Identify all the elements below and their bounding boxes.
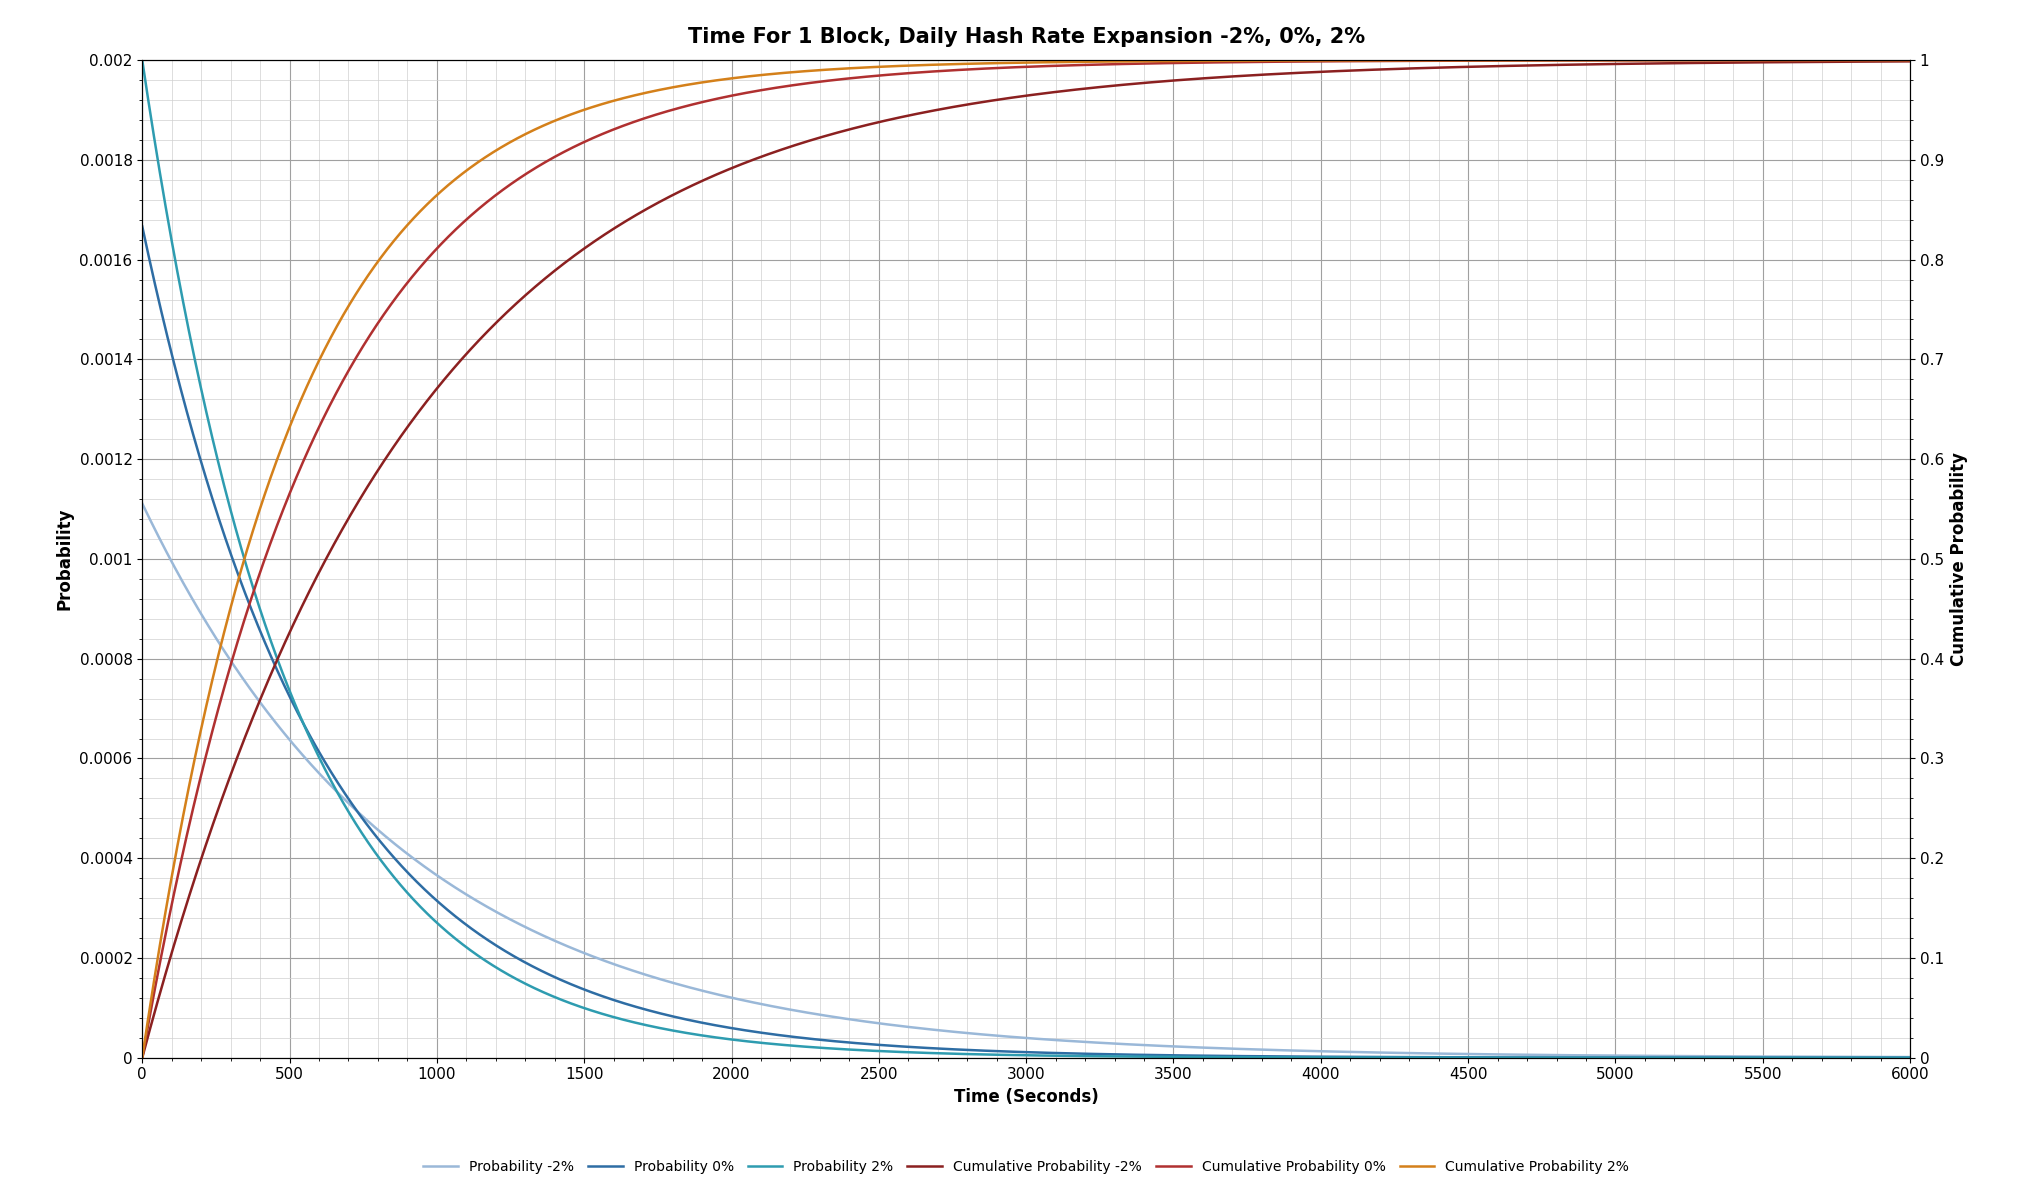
Cumulative Probability 0% (130, 1051, 154, 1065)
Cumulative Probability 0% (203, 713, 228, 727)
Line: Cumulative Probability 2%: Cumulative Probability 2% (142, 60, 1910, 1058)
Probability 0% (478, 934, 502, 948)
Y-axis label: Probability: Probability (55, 507, 73, 611)
Probability 0% (1898, 1051, 1922, 1065)
Probability -2% (994, 1029, 1018, 1043)
Cumulative Probability -2% (138, 1020, 163, 1035)
Cumulative Probability 2% (478, 148, 502, 162)
Line: Probability 2%: Probability 2% (142, 60, 1910, 1058)
Probability 0% (138, 256, 163, 270)
Cumulative Probability -2% (994, 91, 1018, 106)
Line: Cumulative Probability -2%: Cumulative Probability -2% (142, 61, 1910, 1058)
Probability 2% (203, 444, 228, 458)
Probability -2% (130, 496, 154, 511)
Cumulative Probability 2% (236, 540, 260, 554)
Cumulative Probability 2% (994, 55, 1018, 70)
Cumulative Probability 2% (138, 998, 163, 1012)
Title: Time For 1 Block, Daily Hash Rate Expansion -2%, 0%, 2%: Time For 1 Block, Daily Hash Rate Expans… (687, 28, 1366, 47)
Probability 2% (1804, 1051, 1829, 1065)
X-axis label: Time (Seconds): Time (Seconds) (953, 1088, 1099, 1106)
Probability -2% (1898, 1049, 1922, 1064)
Legend: Probability -2%, Probability 0%, Probability 2%, Cumulative Probability -2%, Cum: Probability -2%, Probability 0%, Probabi… (417, 1154, 1636, 1179)
Probability 2% (994, 1048, 1018, 1063)
Probability 0% (203, 501, 228, 516)
Cumulative Probability 0% (236, 601, 260, 615)
Cumulative Probability 2% (130, 1051, 154, 1065)
Probability 2% (478, 956, 502, 970)
Cumulative Probability 2% (1804, 53, 1829, 67)
Probability 2% (236, 564, 260, 578)
Cumulative Probability 0% (1804, 53, 1829, 67)
Probability 2% (130, 53, 154, 67)
Cumulative Probability -2% (478, 323, 502, 338)
Cumulative Probability 0% (138, 1006, 163, 1020)
Line: Cumulative Probability 0%: Cumulative Probability 0% (142, 60, 1910, 1058)
Probability 0% (994, 1045, 1018, 1059)
Probability 0% (1804, 1051, 1829, 1065)
Cumulative Probability 0% (1898, 53, 1922, 67)
Y-axis label: Cumulative Probability: Cumulative Probability (1949, 452, 1967, 666)
Cumulative Probability -2% (236, 722, 260, 737)
Probability -2% (236, 679, 260, 694)
Cumulative Probability -2% (130, 1051, 154, 1065)
Cumulative Probability 0% (994, 60, 1018, 75)
Probability -2% (1804, 1049, 1829, 1064)
Probability 0% (236, 594, 260, 608)
Cumulative Probability -2% (1804, 55, 1829, 70)
Line: Probability -2%: Probability -2% (142, 504, 1910, 1057)
Cumulative Probability 2% (203, 660, 228, 674)
Cumulative Probability -2% (203, 810, 228, 825)
Cumulative Probability 2% (1898, 53, 1922, 67)
Probability 2% (138, 106, 163, 120)
Probability -2% (203, 630, 228, 644)
Cumulative Probability 0% (478, 194, 502, 208)
Probability 2% (1898, 1051, 1922, 1065)
Cumulative Probability -2% (1898, 54, 1922, 69)
Probability -2% (478, 900, 502, 915)
Probability 0% (130, 219, 154, 233)
Line: Probability 0%: Probability 0% (142, 226, 1910, 1058)
Probability -2% (138, 513, 163, 528)
